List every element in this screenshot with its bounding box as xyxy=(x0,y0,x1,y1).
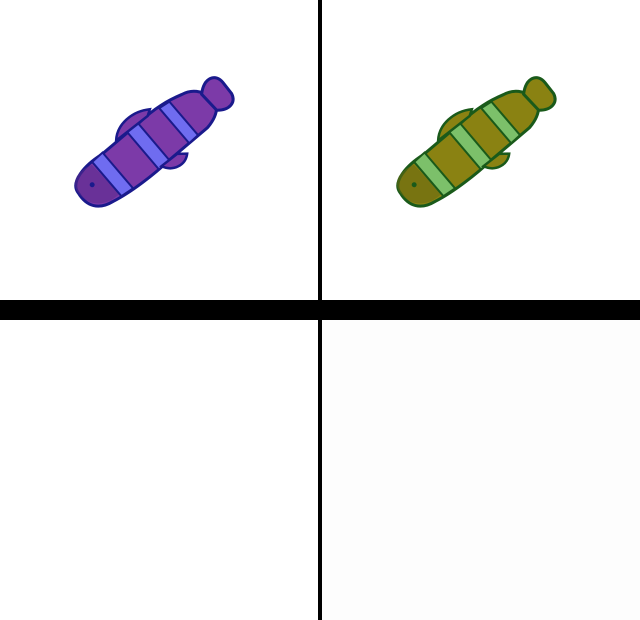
fish-purple-icon xyxy=(74,76,235,208)
fish-olive-icon xyxy=(396,76,557,208)
panel-top-left xyxy=(0,0,318,300)
panel-top-right xyxy=(322,0,640,300)
horizontal-divider xyxy=(0,300,640,320)
panel-bottom-right xyxy=(322,320,640,620)
panel-bottom-left xyxy=(0,320,318,620)
